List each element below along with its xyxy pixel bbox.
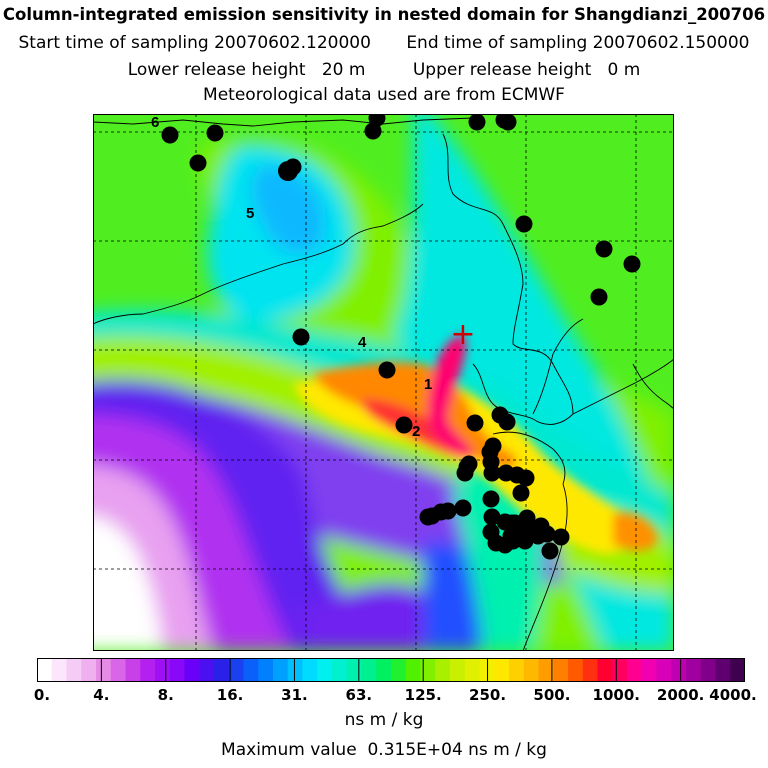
colorbar-cell <box>627 658 643 682</box>
start-time-label: Start time of sampling <box>18 33 209 53</box>
colorbar-cell <box>228 658 244 682</box>
colorbar-cell <box>332 658 348 682</box>
colorbar-cell <box>37 658 53 682</box>
lat-lon-grid <box>93 114 674 651</box>
colorbar-cell <box>686 658 702 682</box>
lower-release-value: 20 m <box>321 60 366 80</box>
colorbar-tick-label: 4. <box>93 686 110 704</box>
sensitivity-map: 6 5 4 1 2 + <box>93 114 674 651</box>
colorbar-cell <box>169 658 185 682</box>
colorbar-tick-label: 500. <box>533 686 571 704</box>
colorbar-tick-label: 2000. <box>656 686 705 704</box>
colorbar-cell <box>553 658 569 682</box>
colorbar-tick-label: 4000. <box>709 686 757 704</box>
colorbar-cell <box>214 658 230 682</box>
colorbar-cell <box>612 658 628 682</box>
upper-release-label: Upper release height <box>412 60 592 80</box>
colorbar-cell <box>110 658 126 682</box>
colorbar-cell <box>155 658 171 682</box>
colorbar-cell <box>125 658 141 682</box>
colorbar-cell <box>656 658 672 682</box>
colorbar-cell <box>538 658 554 682</box>
particle-centroids <box>161 114 641 560</box>
colorbar <box>37 658 745 682</box>
plot-title: Column-integrated emission sensitivity i… <box>2 5 766 24</box>
colorbar-cell <box>464 658 480 682</box>
colorbar-cell <box>376 658 392 682</box>
colorbar-tick-label: 16. <box>216 686 244 704</box>
colorbar-cell <box>435 658 451 682</box>
colorbar-cell <box>509 658 525 682</box>
colorbar-cell <box>140 658 156 682</box>
colorbar-tick-label: 0. <box>33 686 51 704</box>
colorbar-cell <box>96 658 112 682</box>
map-frame <box>93 114 674 651</box>
colorbar-tick-label: 125. <box>404 686 442 704</box>
colorbar-cell <box>450 658 466 682</box>
colorbar-cell <box>243 658 259 682</box>
release-heights: Lower release height 20 m Upper release … <box>0 60 768 80</box>
colorbar-cell <box>715 658 731 682</box>
sampling-times: Start time of sampling 20070602.120000 E… <box>0 33 768 53</box>
end-time-label: End time of sampling <box>406 33 588 53</box>
colorbar-cell <box>51 658 67 682</box>
maximum-value: Maximum value 0.315E+04 ns m / kg <box>0 740 768 760</box>
receptor-marker: + <box>450 317 475 352</box>
colorbar-cell <box>568 658 584 682</box>
cluster-label-4: 4 <box>358 334 367 351</box>
colorbar-tick-label: 63. <box>345 686 373 704</box>
colorbar-cell <box>700 658 716 682</box>
met-data-line: Meteorological data used are from ECMWF <box>203 85 565 105</box>
colorbar-cell <box>184 658 200 682</box>
colorbar-cell <box>66 658 82 682</box>
cluster-label-2: 2 <box>412 423 420 440</box>
coastlines-borders <box>93 117 674 651</box>
start-time-value: 20070602.120000 <box>214 33 371 53</box>
colorbar-cell <box>405 658 421 682</box>
colorbar-tick-label: 1000. <box>592 686 640 704</box>
colorbar-cell <box>346 658 362 682</box>
colorbar-cell <box>420 658 436 682</box>
cluster-label-5: 5 <box>246 205 254 222</box>
cluster-label-1: 1 <box>424 376 432 393</box>
colorbar-cell <box>199 658 215 682</box>
upper-release-value: 0 m <box>607 60 641 80</box>
colorbar-cell <box>391 658 407 682</box>
colorbar-tick-label: 31. <box>281 686 308 704</box>
colorbar-cell <box>641 658 657 682</box>
map-cluster-labels: 6 5 4 1 2 <box>151 114 432 440</box>
colorbar-cell <box>302 658 318 682</box>
colorbar-cell <box>523 658 539 682</box>
colorbar-cell <box>730 658 745 682</box>
colorbar-cell <box>361 658 377 682</box>
cluster-label-6: 6 <box>151 114 159 131</box>
lower-release-label: Lower release height <box>127 60 306 80</box>
colorbar-cell <box>81 658 97 682</box>
colorbar-cell <box>287 658 303 682</box>
colorbar-cell <box>273 658 289 682</box>
end-time-value: 20070602.150000 <box>592 33 750 53</box>
max-value-number: 0.315E+04 ns m / kg <box>367 740 547 760</box>
colorbar-tick-label: 250. <box>469 686 507 704</box>
colorbar-cell <box>597 658 613 682</box>
colorbar-tick-label: 8. <box>157 686 174 704</box>
max-value-label: Maximum value <box>221 740 357 760</box>
colorbar-cell <box>258 658 274 682</box>
colorbar-cell <box>671 658 687 682</box>
colorbar-units: ns m / kg <box>344 710 424 730</box>
colorbar-cell <box>582 658 598 682</box>
colorbar-cell <box>494 658 510 682</box>
colorbar-cell <box>317 658 333 682</box>
